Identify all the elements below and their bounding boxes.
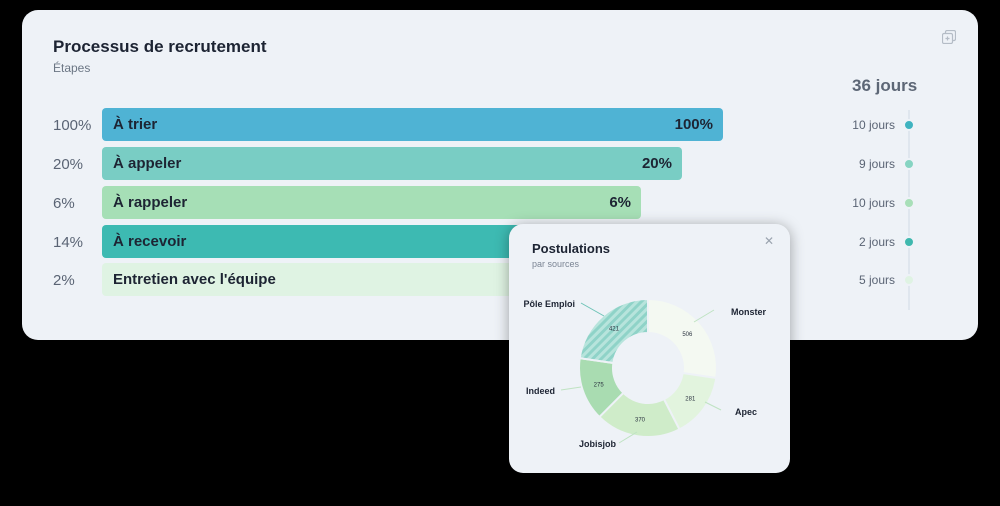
postulations-title: Postulations [532, 241, 611, 256]
stage-days: 10 jours [852, 196, 895, 210]
stage-row[interactable]: 2% Entretien avec l'équipe 5 jours [22, 263, 978, 297]
stage-bar[interactable]: À rappeler 6% [102, 186, 641, 219]
stage-label: Entretien avec l'équipe [113, 271, 276, 288]
donut-source-label: Jobisjob [579, 439, 617, 449]
postulations-card: Postulations par sources ✕ 506 Monster 281… [509, 224, 790, 473]
stage-percent: 100% [53, 117, 92, 134]
stage-percent: 2% [53, 272, 75, 289]
stage-label: À rappeler [113, 194, 188, 211]
card-title: Processus de recrutement [53, 37, 267, 56]
timeline-dot [903, 274, 915, 286]
postulations-donut-chart: 506 Monster 281 Apec 370 Jobisjob 275 Indeed 421… [523, 297, 767, 449]
donut-slice-p-le-emploi[interactable] [578, 297, 649, 365]
stage-days: 2 jours [858, 235, 895, 249]
stage-days: 9 jours [858, 157, 895, 171]
timeline-line [908, 110, 910, 310]
donut-value-label: 275 [594, 383, 605, 389]
timeline-dot [903, 236, 915, 248]
donut-leader-line [580, 302, 605, 317]
donut-source-label: Apec [735, 407, 757, 417]
stage-label: À recevoir [113, 233, 187, 250]
stage-bar-percent: 6% [609, 194, 631, 211]
recruitment-process-card: Processus de recrutement Étapes 36 jours… [22, 10, 978, 340]
stage-row[interactable]: 100% À trier 100% 10 jours [22, 108, 978, 142]
stage-row[interactable]: 6% À rappeler 6% 10 jours [22, 186, 978, 220]
stage-row[interactable]: 20% À appeler 20% 9 jours [22, 147, 978, 181]
donut-value-label: 370 [635, 417, 646, 423]
stage-bar-percent: 20% [641, 155, 672, 172]
close-icon[interactable]: ✕ [764, 234, 775, 248]
donut-leader-line [560, 386, 582, 391]
stage-percent: 20% [53, 156, 84, 173]
donut-slice-monster[interactable] [647, 297, 718, 380]
donut-source-label: Indeed [526, 386, 555, 396]
stage-percent: 14% [53, 234, 84, 251]
donut-leader-line [704, 401, 722, 411]
total-days: 36 jours [852, 76, 918, 95]
stage-label: À trier [113, 116, 158, 133]
duplicate-icon[interactable] [942, 30, 956, 44]
stage-row[interactable]: 14% À recevoir 2 jours [22, 225, 978, 259]
stage-bar[interactable]: À trier 100% [102, 108, 723, 141]
donut-value-label: 281 [685, 396, 696, 402]
stage-percent: 6% [53, 195, 75, 212]
timeline-dot [903, 197, 915, 209]
donut-source-label: Pôle Emploi [523, 299, 575, 309]
donut-source-label: Monster [731, 307, 767, 317]
donut-leader-line [618, 431, 638, 444]
donut-value-label: 421 [609, 327, 620, 333]
stage-days: 5 jours [858, 273, 895, 287]
timeline-dot [903, 158, 915, 170]
stage-bar[interactable]: À appeler 20% [102, 147, 682, 180]
donut-leader-line [693, 309, 715, 323]
stage-days: 10 jours [852, 118, 895, 132]
donut-value-label: 506 [682, 332, 693, 338]
stage-label: À appeler [113, 155, 182, 172]
stage-bar-percent: 100% [674, 116, 713, 133]
postulations-subtitle: par sources [532, 259, 580, 269]
card-subtitle: Étapes [53, 61, 91, 75]
timeline-dot [903, 119, 915, 131]
